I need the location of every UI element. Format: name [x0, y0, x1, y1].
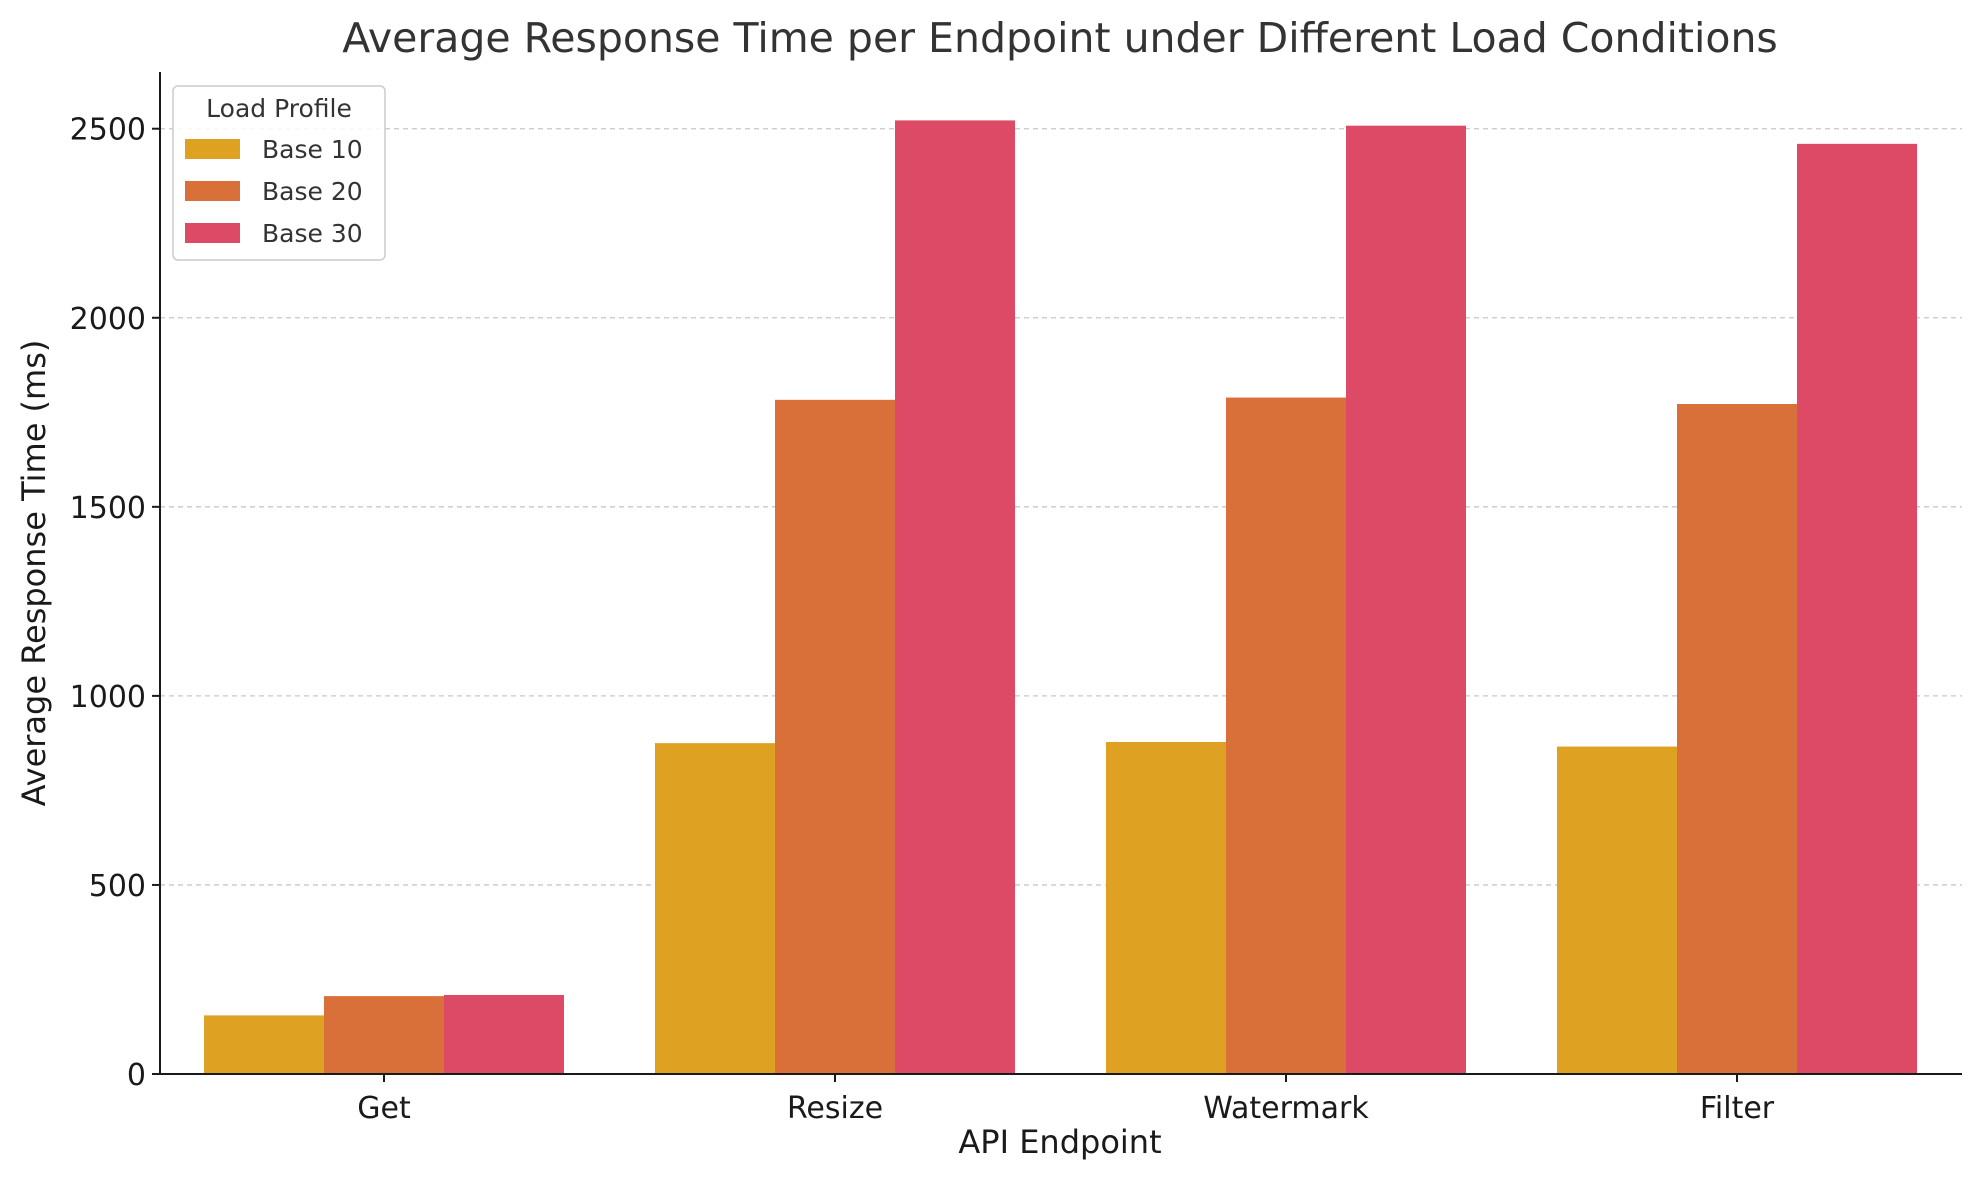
- y-axis-label: Average Response Time (ms): [15, 340, 53, 807]
- chart-title: Average Response Time per Endpoint under…: [342, 14, 1778, 62]
- bar-base-20: [324, 996, 444, 1074]
- legend-title: Load Profile: [206, 94, 352, 123]
- bar-base-30: [895, 120, 1015, 1074]
- x-tick-label: Get: [357, 1091, 411, 1126]
- bar-base-10: [1106, 742, 1226, 1074]
- bar-base-10: [204, 1015, 324, 1074]
- y-tick-label: 2000: [70, 302, 146, 337]
- grid-lines: [160, 128, 1962, 886]
- legend-label: Base 30: [262, 219, 363, 248]
- y-tick-label: 1500: [70, 491, 146, 526]
- bar-base-30: [1797, 143, 1917, 1075]
- x-ticks: Get Resize Watermark Filter: [357, 1074, 1775, 1126]
- x-axis-label: API Endpoint: [958, 1123, 1161, 1161]
- y-tick-label: 0: [127, 1058, 146, 1093]
- legend-box: [172, 85, 386, 261]
- x-tick-label: Watermark: [1203, 1091, 1369, 1126]
- bar-base-20: [1677, 403, 1797, 1074]
- bar-base-10: [1557, 746, 1677, 1074]
- legend-swatch: [185, 223, 240, 243]
- bar-base-30: [1346, 125, 1466, 1074]
- axes: [159, 72, 1962, 1075]
- legend-swatch: [185, 139, 240, 159]
- bar-base-10: [655, 743, 775, 1074]
- legend-label: Base 20: [262, 177, 363, 206]
- legend-label: Base 10: [262, 135, 363, 164]
- bar-base-20: [1226, 397, 1346, 1074]
- x-tick-label: Resize: [787, 1091, 883, 1126]
- bar-base-30: [444, 994, 564, 1074]
- x-tick-label: Filter: [1700, 1091, 1775, 1126]
- y-tick-label: 500: [89, 869, 146, 904]
- bar-base-20: [775, 399, 895, 1074]
- y-tick-label: 1000: [70, 680, 146, 715]
- y-ticks: 0 500 1000 1500 2000 2500: [70, 113, 160, 1093]
- y-tick-label: 2500: [70, 113, 146, 148]
- bars: [204, 120, 1917, 1075]
- legend: Load Profile Base 10 Base 20 Base 30: [172, 85, 386, 261]
- legend-swatch: [185, 181, 240, 201]
- legend-entries: Base 10 Base 20 Base 30: [185, 135, 363, 248]
